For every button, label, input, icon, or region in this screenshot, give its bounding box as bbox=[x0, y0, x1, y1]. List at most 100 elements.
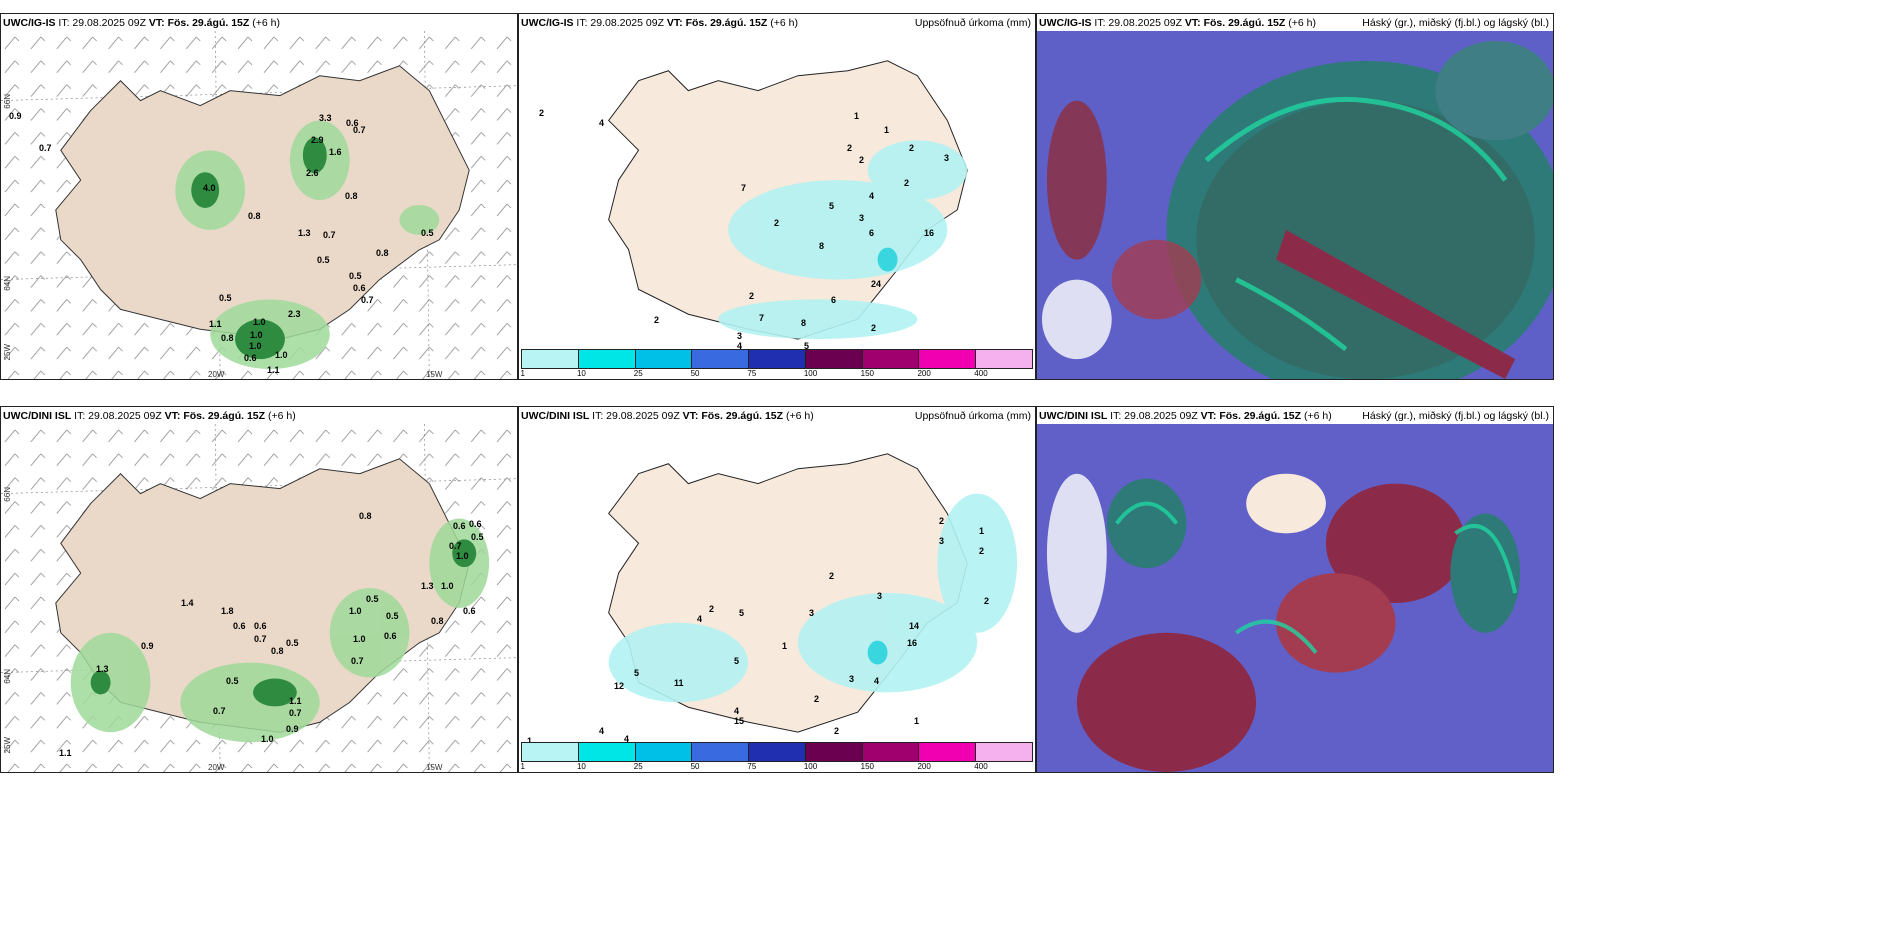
colorbar-segment bbox=[692, 743, 750, 761]
precip-label: 0.6 bbox=[353, 283, 366, 293]
precip-label: 2.9 bbox=[311, 135, 324, 145]
precip-label: 0.7 bbox=[289, 708, 302, 718]
precip-label: 0.7 bbox=[353, 125, 366, 135]
precip-label: 1.0 bbox=[349, 606, 362, 616]
cb-label: 75 bbox=[747, 369, 757, 378]
precip-value: 3 bbox=[944, 153, 949, 163]
precip-value: 2 bbox=[909, 143, 914, 153]
precip-value: 1 bbox=[782, 641, 787, 651]
precip-label: 0.7 bbox=[39, 143, 52, 153]
precip-value: 1 bbox=[527, 736, 532, 744]
tick-lon20: 20W bbox=[208, 763, 225, 772]
precip-value: 3 bbox=[809, 608, 814, 618]
precip-value: 5 bbox=[739, 608, 744, 618]
precip-value: 4 bbox=[869, 191, 874, 201]
colorbar-segment bbox=[578, 350, 636, 368]
precip-value: 3 bbox=[849, 674, 854, 684]
precip-label: 0.8 bbox=[345, 191, 358, 201]
precip-value: 2 bbox=[814, 694, 819, 704]
precip-label: 0.6 bbox=[384, 631, 397, 641]
precip-value: 2 bbox=[939, 516, 944, 526]
precip-value: 15 bbox=[734, 716, 744, 726]
precip-label: 0.5 bbox=[471, 532, 484, 542]
colorbar-segment bbox=[749, 743, 806, 761]
precip-label: 1.0 bbox=[275, 350, 288, 360]
precip-label: 0.5 bbox=[386, 611, 399, 621]
precip-value: 7 bbox=[741, 183, 746, 193]
cloud-map bbox=[1037, 31, 1553, 379]
colorbar-segment bbox=[692, 350, 750, 368]
precip-label: 1.1 bbox=[209, 319, 222, 329]
precip-label: 4.0 bbox=[203, 183, 216, 193]
cloud-map bbox=[1037, 424, 1553, 772]
precip-label: 1.1 bbox=[267, 365, 280, 375]
precip-label: 0.8 bbox=[431, 616, 444, 626]
precip-label: 0.6 bbox=[453, 521, 466, 531]
model-name: UWC/IG-IS bbox=[3, 17, 56, 29]
precip-label: 1.3 bbox=[96, 664, 109, 674]
precip-label: 0.6 bbox=[233, 621, 246, 631]
precip-label: 0.7 bbox=[254, 634, 267, 644]
cb-label: 200 bbox=[917, 762, 931, 771]
cb-label: 150 bbox=[860, 762, 875, 771]
precip-label: 1.8 bbox=[221, 606, 234, 616]
lead-time: (+6 h) bbox=[1288, 17, 1316, 29]
precip-value: 5 bbox=[829, 201, 834, 211]
precip-label: 1.0 bbox=[250, 330, 263, 340]
cb-label: 10 bbox=[576, 369, 586, 378]
precip-title: Uppsöfnuð úrkoma (mm) bbox=[914, 17, 1031, 29]
precip-label: 0.7 bbox=[323, 230, 336, 240]
precip-value: 2 bbox=[984, 596, 989, 606]
precip-label: 0.7 bbox=[361, 295, 374, 305]
precip-value: 2 bbox=[847, 143, 852, 153]
precip-label: 1.3 bbox=[421, 581, 434, 591]
colorbar-segment bbox=[862, 350, 920, 368]
precip-value: 8 bbox=[819, 241, 824, 251]
colorbar-labels: 1 10 25 50 75 100 150 200 400 bbox=[521, 762, 1033, 772]
cloud-title: Háský (gr.), miðský (fj.bl.) og lágský (… bbox=[1362, 17, 1549, 29]
cb-label: 25 bbox=[633, 369, 643, 378]
colorbar bbox=[521, 349, 1033, 369]
cb-label: 200 bbox=[917, 369, 931, 378]
precip-value: 6 bbox=[831, 295, 836, 305]
panel-clouds-ig-is: UWC/IG-IS IT: 29.08.2025 09Z VT: Fös. 29… bbox=[1036, 13, 1554, 380]
colorbar bbox=[521, 742, 1033, 762]
panel-precip-ig-is: UWC/IG-IS IT: 29.08.2025 09Z VT: Fös. 29… bbox=[518, 13, 1036, 380]
precip-label: 0.8 bbox=[271, 646, 284, 656]
precip-value: 2 bbox=[774, 218, 779, 228]
cb-label: 1 bbox=[520, 762, 526, 771]
valid-time: VT: Fös. 29.ágú. 15Z bbox=[148, 17, 250, 29]
valid-time: VT: Fös. 29.ágú. 15Z bbox=[1184, 17, 1286, 29]
precip-label: 0.8 bbox=[376, 248, 389, 258]
precip-label: 0.6 bbox=[463, 606, 476, 616]
panel-wind-dini: UWC/DINI ISL IT: 29.08.2025 09Z VT: Fös.… bbox=[0, 406, 518, 773]
precip-value: 2 bbox=[749, 291, 754, 301]
panel-clouds-dini: UWC/DINI ISL IT: 29.08.2025 09Z VT: Fös.… bbox=[1036, 406, 1554, 773]
wind-labels-bottom: 0.8 0.6 0.6 0.5 0.7 1.0 1.3 1.0 1.4 1.8 … bbox=[59, 511, 484, 758]
precip-value: 2 bbox=[859, 155, 864, 165]
wind-labels-top: 0.9 0.7 4.0 3.3 0.6 0.7 2.9 1.6 2.6 0.8 … bbox=[9, 111, 434, 375]
precip-label: 0.6 bbox=[346, 118, 359, 128]
tick-lon20: 20W bbox=[208, 370, 225, 379]
init-time: IT: 29.08.2025 09Z bbox=[1094, 17, 1182, 29]
cloud-title: Háský (gr.), miðský (fj.bl.) og lágský (… bbox=[1362, 410, 1549, 422]
precip-label: 0.5 bbox=[226, 676, 239, 686]
precip-value: 7 bbox=[759, 313, 764, 323]
colorbar-segment bbox=[976, 350, 1033, 368]
precip-value: 4 bbox=[734, 706, 739, 716]
precip-value: 14 bbox=[909, 621, 919, 631]
wind-map bbox=[1, 31, 517, 379]
precip-value: 2 bbox=[709, 604, 714, 614]
precip-value: 1 bbox=[854, 111, 859, 121]
precip-title: Uppsöfnuð úrkoma (mm) bbox=[914, 410, 1031, 422]
precip-value: 24 bbox=[871, 279, 881, 289]
panel-precip-dini: UWC/DINI ISL IT: 29.08.2025 09Z VT: Fös.… bbox=[518, 406, 1036, 773]
precip-label: 0.8 bbox=[221, 333, 234, 343]
precip-value: 8 bbox=[801, 318, 806, 328]
precip-label: 0.6 bbox=[469, 519, 482, 529]
colorbar-segment bbox=[749, 350, 806, 368]
precip-label: 0.5 bbox=[286, 638, 299, 648]
colorbar-segment bbox=[635, 350, 693, 368]
model-name: UWC/DINI ISL bbox=[1039, 410, 1108, 422]
precip-label: 0.6 bbox=[244, 353, 257, 363]
